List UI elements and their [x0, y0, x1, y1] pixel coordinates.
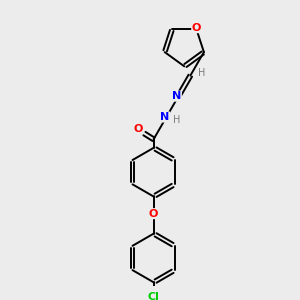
- Text: N: N: [172, 91, 182, 101]
- Text: H: H: [198, 68, 206, 78]
- Text: N: N: [160, 112, 169, 122]
- Text: O: O: [149, 208, 158, 219]
- Text: Cl: Cl: [148, 292, 160, 300]
- Text: H: H: [173, 116, 180, 125]
- Text: O: O: [133, 124, 142, 134]
- Text: O: O: [192, 23, 201, 33]
